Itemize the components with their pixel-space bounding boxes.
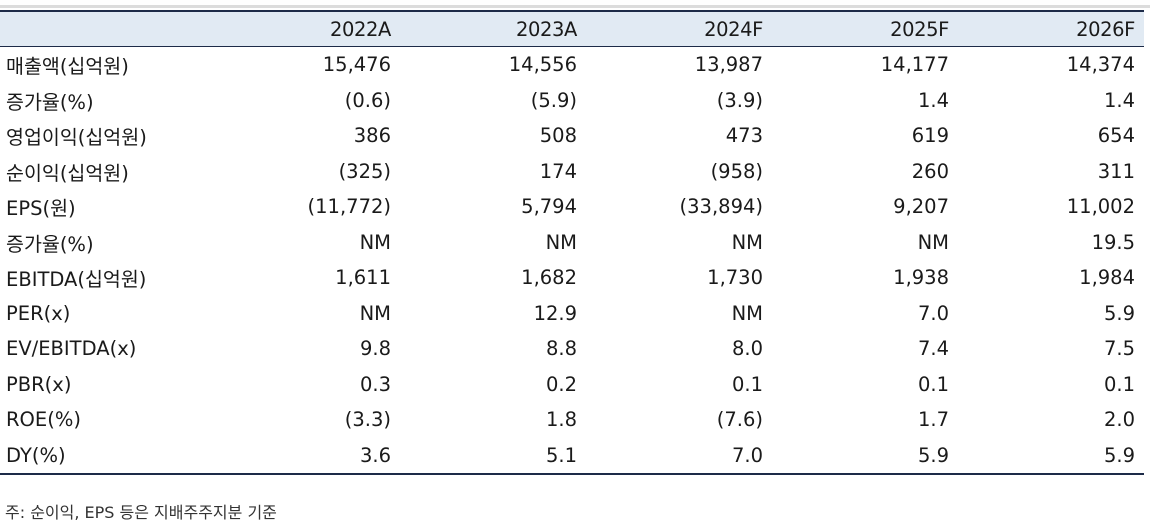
row-label: 순이익(십억원) [6, 161, 129, 185]
value-cell: 7.0 [586, 437, 772, 475]
value-cell: 9.8 [359, 337, 391, 361]
value-cell: 1,611 [335, 266, 391, 290]
value-cell: 508 [539, 124, 577, 148]
value-cell: 19.5 [1091, 230, 1135, 254]
row-label: EV/EBITDA(x) [6, 337, 137, 361]
value-cell: 654 [1097, 124, 1135, 148]
value-cell: 0.2 [545, 372, 577, 396]
value-cell: NM [917, 230, 949, 254]
value-cell: 13,987 [694, 53, 763, 77]
value-cell: 7.0 [917, 301, 949, 325]
value-cell: (3.9) [716, 88, 763, 112]
row-label: 증가율(%) [6, 90, 94, 114]
value-cell: 0.1 [731, 372, 763, 396]
value-cell: (11,772) [307, 195, 391, 219]
row-label: 매출액(십억원) [6, 55, 129, 79]
value-cell: 14,374 [1066, 53, 1135, 77]
header-cell-year: 2022A [214, 10, 400, 47]
value-cell: (3.3) [344, 408, 391, 432]
row-label: 영업이익(십억원) [6, 126, 147, 150]
table-row: 영업이익(십억원) 386 508 473 619 654 [0, 118, 1144, 154]
value-cell: 0.1 [1103, 372, 1135, 396]
header-cell-year: 2024F [586, 10, 772, 47]
value-cell: 8.0 [731, 337, 763, 361]
value-cell: (5.9) [530, 88, 577, 112]
table-row: ROE(%) (3.3) 1.8 (7.6) 1.7 2.0 [0, 402, 1144, 438]
value-cell: NM [359, 301, 391, 325]
header-cell-year: 2025F [772, 10, 958, 47]
value-cell: 619 [911, 124, 949, 148]
value-cell: (7.6) [716, 408, 763, 432]
value-cell: 311 [1097, 159, 1135, 183]
row-label: DY(%) [0, 437, 214, 475]
row-label: EBITDA(십억원) [6, 268, 147, 292]
value-cell: 1.8 [545, 408, 577, 432]
row-label: PBR(x) [6, 372, 72, 396]
financial-summary-table: 2022A 2023A 2024F 2025F 2026F 매출액(십억원) 15… [0, 10, 1144, 475]
table-header-row: 2022A 2023A 2024F 2025F 2026F [0, 10, 1144, 47]
row-label: 증가율(%) [6, 232, 94, 256]
value-cell: 7.5 [1103, 337, 1135, 361]
value-cell: 5.9 [1103, 301, 1135, 325]
value-cell: 1.4 [917, 88, 949, 112]
row-label: ROE(%) [6, 408, 81, 432]
table-body: 매출액(십억원) 15,476 14,556 13,987 14,177 14,374 증가… [0, 47, 1144, 475]
value-cell: NM [731, 301, 763, 325]
value-cell: 7.4 [917, 337, 949, 361]
value-cell: 386 [353, 124, 391, 148]
row-label: EPS(원) [6, 197, 76, 221]
value-cell: 174 [539, 159, 577, 183]
value-cell: 15,476 [322, 53, 391, 77]
value-cell: 2.0 [1103, 408, 1135, 432]
table-row: 순이익(십억원) (325) 174 (958) 260 311 [0, 154, 1144, 190]
table-row: 매출액(십억원) 15,476 14,556 13,987 14,177 14,374 [0, 47, 1144, 83]
value-cell: 260 [911, 159, 949, 183]
value-cell: 1,682 [521, 266, 577, 290]
value-cell: 1.7 [917, 408, 949, 432]
value-cell: 0.3 [359, 372, 391, 396]
header-cell-year: 2023A [400, 10, 586, 47]
top-divider [0, 5, 1150, 8]
footnote: 주: 순이익, EPS 등은 지배주주지분 기준 [5, 503, 277, 522]
table-row: EPS(원) (11,772) 5,794 (33,894) 9,207 11,002 [0, 189, 1144, 225]
value-cell: (0.6) [344, 88, 391, 112]
header-cell-year: 2026F [958, 10, 1144, 47]
value-cell: 1.4 [1103, 88, 1135, 112]
table-row: 증가율(%) (0.6) (5.9) (3.9) 1.4 1.4 [0, 83, 1144, 119]
financial-summary-table-container: 2022A 2023A 2024F 2025F 2026F 매출액(십억원) 15… [0, 10, 1150, 475]
table-row: 증가율(%) NM NM NM NM 19.5 [0, 225, 1144, 261]
table-row: PBR(x) 0.3 0.2 0.1 0.1 0.1 [0, 367, 1144, 403]
value-cell: 3.6 [214, 437, 400, 475]
row-label: PER(x) [6, 301, 71, 325]
value-cell: 5.9 [958, 437, 1144, 475]
value-cell: (958) [710, 159, 763, 183]
table-row: EV/EBITDA(x) 9.8 8.8 8.0 7.4 7.5 [0, 331, 1144, 367]
value-cell: 5.1 [400, 437, 586, 475]
table-row: DY(%) 3.6 5.1 7.0 5.9 5.9 [0, 437, 1144, 475]
value-cell: 5,794 [521, 195, 577, 219]
header-cell-blank [0, 10, 214, 47]
value-cell: 473 [725, 124, 763, 148]
value-cell: 11,002 [1066, 195, 1135, 219]
value-cell: NM [359, 230, 391, 254]
value-cell: (33,894) [679, 195, 763, 219]
value-cell: 1,984 [1079, 266, 1135, 290]
value-cell: 0.1 [917, 372, 949, 396]
value-cell: 12.9 [533, 301, 577, 325]
value-cell: NM [731, 230, 763, 254]
value-cell: 8.8 [545, 337, 577, 361]
value-cell: 1,938 [893, 266, 949, 290]
table-row: EBITDA(십억원) 1,611 1,682 1,730 1,938 1,984 [0, 260, 1144, 296]
value-cell: 14,177 [880, 53, 949, 77]
table-row: PER(x) NM 12.9 NM 7.0 5.9 [0, 296, 1144, 332]
value-cell: 5.9 [772, 437, 958, 475]
value-cell: 14,556 [508, 53, 577, 77]
value-cell: NM [545, 230, 577, 254]
value-cell: 1,730 [707, 266, 763, 290]
value-cell: (325) [338, 159, 391, 183]
value-cell: 9,207 [893, 195, 949, 219]
